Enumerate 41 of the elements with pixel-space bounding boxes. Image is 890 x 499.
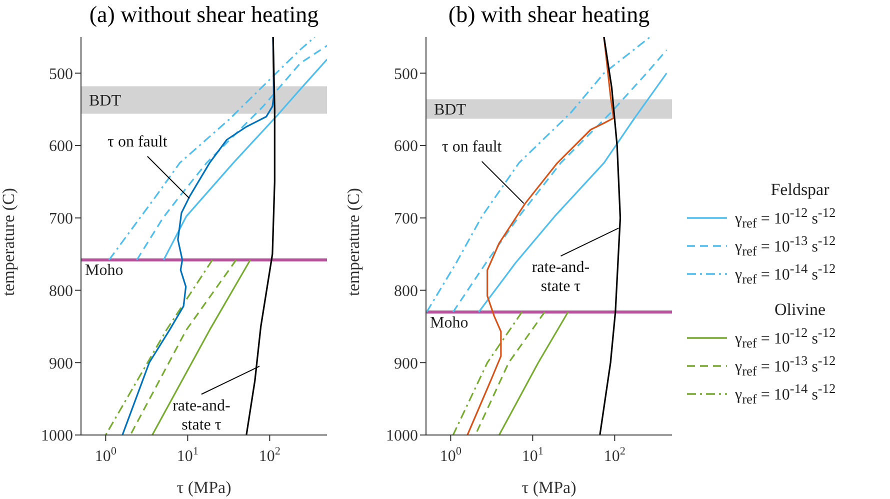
ref-line-label: Moho — [85, 262, 124, 280]
legend-label: γ$_{ref}$ = 10$^{-14}$ s$^{-12}$ — [735, 380, 836, 408]
band-label: BDT — [434, 102, 466, 119]
y-axis-title: temperature (C) — [344, 188, 364, 296]
legend-label: γ$_{ref}$ = 10$^{-13}$ s$^{-12}$ — [735, 352, 836, 380]
x-tick-label: 10$^{1}$ — [522, 446, 544, 465]
chart-title: (a) without shear heating — [88, 2, 320, 28]
y-tick-label: 900 — [394, 355, 418, 372]
y-tick-label: 700 — [394, 210, 418, 228]
legend-label: γ$_{ref}$ = 10$^{-13}$ s$^{-12}$ — [735, 232, 836, 260]
y-tick-label: 900 — [49, 355, 73, 372]
y-axis-title: temperature (C) — [0, 188, 18, 296]
y-tick-label: 600 — [394, 138, 418, 156]
legend-label: γ$_{ref}$ = 10$^{-14}$ s$^{-12}$ — [735, 260, 836, 288]
y-tick-label: 500 — [394, 66, 418, 83]
y-tick-label: 800 — [394, 282, 418, 300]
legend-label: γ$_{ref}$ = 10$^{-12}$ s$^{-12}$ — [735, 324, 836, 352]
annotation: τ on fault — [442, 138, 502, 156]
x-axis-title: τ (MPa) — [176, 478, 232, 497]
y-tick-label: 800 — [49, 282, 73, 300]
band-label: BDT — [89, 92, 122, 110]
y-tick-label: 1000 — [41, 428, 73, 445]
chart-title: (b) with shear heating — [447, 2, 651, 28]
annotation: rate-and-state τ — [172, 397, 230, 434]
x-tick-label: 10$^{0}$ — [94, 446, 117, 465]
y-tick-label: 1000 — [386, 428, 418, 445]
x-tick-label: 10$^{0}$ — [440, 446, 462, 465]
annotation: rate-and-state τ — [532, 259, 590, 296]
x-axis-title: τ (MPa) — [522, 478, 576, 497]
line-series — [599, 37, 622, 435]
x-tick-label: 10$^{1}$ — [176, 446, 198, 465]
y-tick-label: 600 — [49, 138, 73, 156]
x-tick-label: 10$^{2}$ — [604, 446, 626, 465]
text: Olivine — [774, 300, 826, 320]
text: Feldspar — [770, 180, 830, 200]
legend-label: γ$_{ref}$ = 10$^{-12}$ s$^{-12}$ — [735, 204, 836, 232]
y-tick-label: 700 — [49, 210, 73, 228]
x-tick-label: 10$^{2}$ — [258, 446, 280, 465]
ref-line-label: Moho — [430, 314, 468, 332]
y-tick-label: 500 — [49, 66, 73, 83]
annotation: τ on fault — [108, 133, 168, 150]
